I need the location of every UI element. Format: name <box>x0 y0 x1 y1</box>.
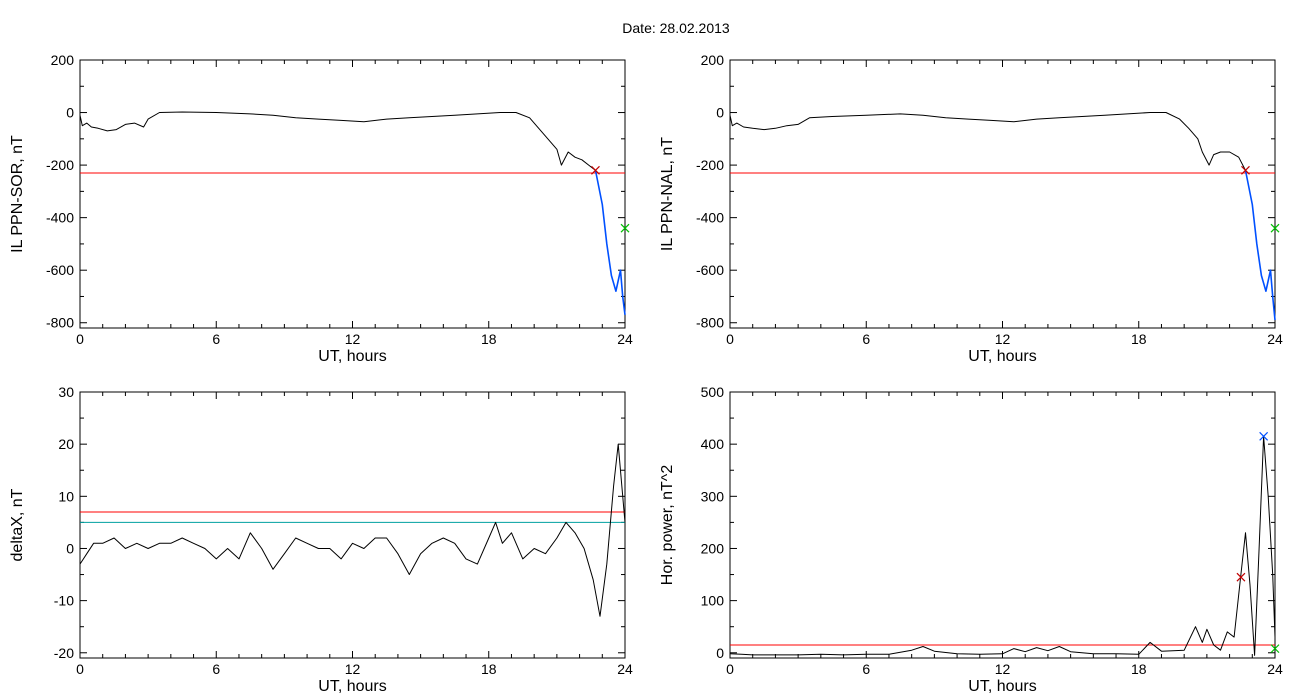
x-axis-title: UT, hours <box>318 678 386 695</box>
x-tick-label: 18 <box>1131 661 1147 677</box>
y-tick-label: 0 <box>716 645 724 661</box>
x-tick-label: 6 <box>212 331 220 347</box>
y-tick-label: 0 <box>66 540 74 556</box>
y-tick-label: 30 <box>58 384 74 400</box>
marker-x <box>1236 572 1246 582</box>
plot-frame <box>79 59 626 329</box>
y-tick-label: 0 <box>716 105 724 121</box>
y-tick-label: 0 <box>66 105 74 121</box>
y-tick-label: -400 <box>696 210 724 226</box>
x-tick-label: 18 <box>481 331 497 347</box>
chart-panel-2: 0 6 12 18 24 200 0 -200 -400 -600 -800 UT, hours IL … <box>659 52 1283 365</box>
y-axis-title: deltaX, nT <box>9 488 26 561</box>
marker-x <box>1241 165 1250 175</box>
marker-x <box>591 165 600 175</box>
x-tick-label: 6 <box>862 661 870 677</box>
x-tick-label: 24 <box>617 661 633 677</box>
marker-x <box>1270 644 1280 654</box>
x-tick-label: 12 <box>345 661 361 677</box>
page-title: Date: 28.02.2013 <box>622 20 730 36</box>
plot-frame <box>79 391 626 659</box>
y-tick-label: 200 <box>701 540 725 556</box>
series-line <box>729 112 1246 171</box>
series-line <box>79 111 596 171</box>
y-axis-title: Hor. power, nT^2 <box>659 465 676 586</box>
x-tick-label: 24 <box>1267 661 1283 677</box>
x-tick-label: 0 <box>76 331 84 347</box>
chart-panel-1: 0 6 12 18 24 200 0 -200 -400 -600 -800 UT, hours IL … <box>9 52 633 365</box>
series-line <box>594 170 626 315</box>
x-tick-label: 24 <box>1267 331 1283 347</box>
chart-panel-3: 0 6 12 18 24 30 20 10 0 -10 -20 UT, hours deltaX, nT <box>9 384 633 695</box>
chart-panel-4: 0 6 12 18 24 500 400 300 200 100 0 UT, hours Hor. po… <box>659 384 1283 695</box>
x-tick-label: 0 <box>726 331 734 347</box>
x-axis-title: UT, hours <box>318 348 386 365</box>
x-tick-label: 0 <box>726 661 734 677</box>
plot-frame <box>729 391 1276 659</box>
x-tick-label: 18 <box>1131 331 1147 347</box>
y-tick-label: 20 <box>58 436 74 452</box>
y-tick-label: 200 <box>701 52 725 68</box>
x-axis-title: UT, hours <box>968 678 1036 695</box>
marker-x <box>620 223 630 233</box>
y-axis-title: IL PPN-NAL, nT <box>659 137 676 251</box>
y-axis-title: IL PPN-SOR, nT <box>9 135 26 253</box>
x-tick-label: 18 <box>481 661 497 677</box>
series-line <box>79 443 626 617</box>
y-tick-label: 400 <box>701 436 725 452</box>
y-tick-label: -200 <box>696 157 724 173</box>
y-tick-label: -800 <box>696 315 724 331</box>
y-tick-label: -800 <box>46 315 74 331</box>
x-tick-label: 12 <box>995 661 1011 677</box>
y-tick-label: -600 <box>696 262 724 278</box>
series-line <box>1244 170 1276 321</box>
y-tick-label: -400 <box>46 210 74 226</box>
x-tick-label: 0 <box>76 661 84 677</box>
x-tick-label: 6 <box>862 331 870 347</box>
x-tick-label: 12 <box>345 331 361 347</box>
marker-x <box>1259 431 1269 441</box>
y-tick-label: 200 <box>51 52 75 68</box>
x-tick-label: 24 <box>617 331 633 347</box>
marker-x <box>1270 223 1280 233</box>
series-line <box>729 435 1276 656</box>
x-tick-label: 6 <box>212 661 220 677</box>
y-tick-label: -10 <box>54 593 74 609</box>
x-axis-title: UT, hours <box>968 348 1036 365</box>
plot-frame <box>729 59 1276 329</box>
y-tick-label: 100 <box>701 593 725 609</box>
y-tick-label: 10 <box>58 488 74 504</box>
y-tick-label: 500 <box>701 384 725 400</box>
y-tick-label: 300 <box>701 488 725 504</box>
y-tick-label: -600 <box>46 262 74 278</box>
y-tick-label: -20 <box>54 645 74 661</box>
y-tick-label: -200 <box>46 157 74 173</box>
x-tick-label: 12 <box>995 331 1011 347</box>
